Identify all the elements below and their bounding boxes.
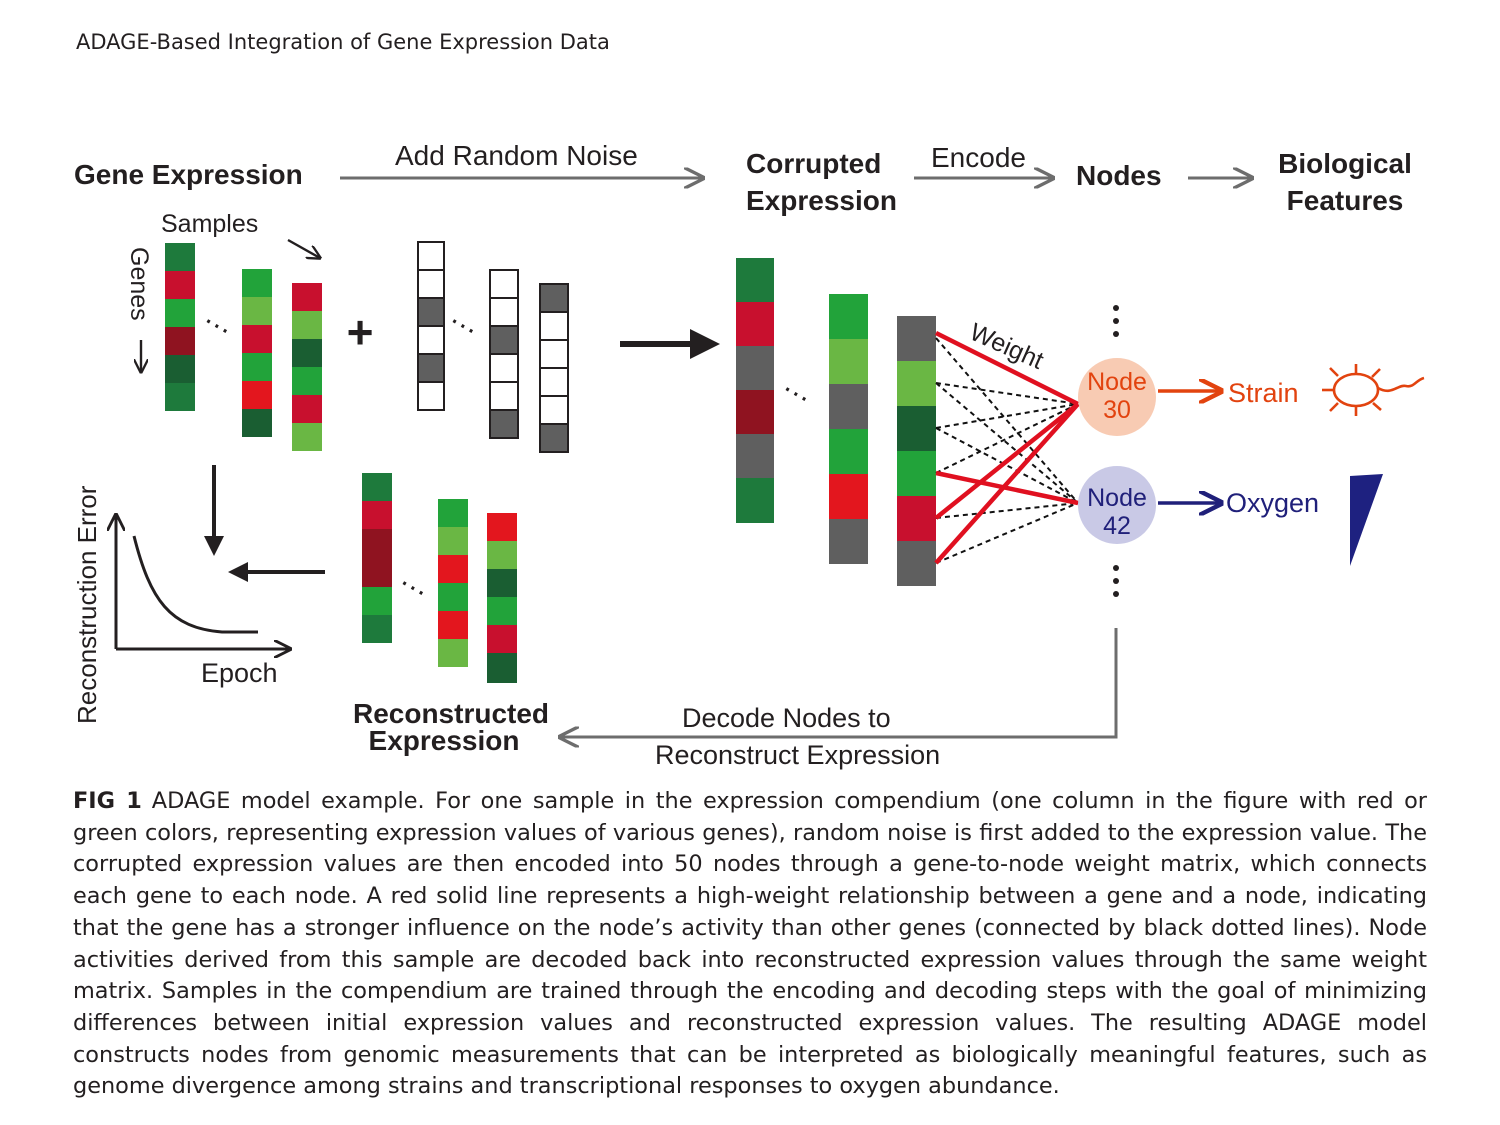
reconstructed-heading-1: Reconstructed xyxy=(353,698,549,729)
strong-weight-edges xyxy=(934,330,1080,565)
decode-arrow xyxy=(560,628,1118,737)
reconstructed-heading-2: Expression xyxy=(369,725,520,756)
corrupted-expression-heading-1: Corrupted xyxy=(746,148,881,179)
reconstructed-column-1 xyxy=(362,473,392,643)
nodes-bottom-dots xyxy=(1113,565,1119,597)
node-30-label-1: Node xyxy=(1087,368,1147,396)
add-random-noise-label: Add Random Noise xyxy=(395,140,638,171)
noise-column-1 xyxy=(417,241,445,411)
nodes-heading: Nodes xyxy=(1076,160,1162,191)
corrupted-column-2 xyxy=(829,294,868,564)
node-30 xyxy=(1078,358,1156,436)
biological-features-heading-1: Biological xyxy=(1278,148,1412,179)
biological-features-heading-2: Features xyxy=(1287,185,1404,216)
figure-label: FIG 1 xyxy=(73,788,142,814)
plus-sign: + xyxy=(347,306,374,358)
node-42-label-1: Node xyxy=(1087,484,1147,512)
genes-label: Genes xyxy=(125,247,153,321)
input-column-3 xyxy=(292,283,322,451)
figure-caption: FIG 1 ADAGE model example. For one sample… xyxy=(73,786,1427,1103)
node-30-label-2: 30 xyxy=(1103,396,1131,424)
noise-column-2 xyxy=(489,269,519,439)
input-column-2 xyxy=(242,269,272,437)
reconstructed-column-2 xyxy=(438,499,468,667)
adage-diagram: Gene Expression Add Random Noise Corrupt… xyxy=(72,140,1425,770)
node-42-label-2: 42 xyxy=(1103,512,1131,540)
weak-weight-edges xyxy=(935,337,1079,564)
corrupted-expression-heading-2: Expression xyxy=(746,185,897,216)
corrupted-column-1 xyxy=(736,258,774,523)
strain-label: Strain xyxy=(1228,378,1299,408)
corrupted-column-3 xyxy=(897,316,936,586)
noise-ellipsis: … xyxy=(446,297,488,341)
reconstruction-error-label: Reconstruction Error xyxy=(72,485,102,724)
noise-column-3 xyxy=(539,283,569,453)
decode-label-2: Reconstruct Expression xyxy=(655,740,940,770)
reconstructed-ellipsis: … xyxy=(396,559,438,603)
node-42 xyxy=(1078,466,1156,544)
samples-arrow xyxy=(287,238,320,258)
corrupted-ellipsis: … xyxy=(779,365,821,409)
gene-expression-heading: Gene Expression xyxy=(74,159,303,190)
bacterium-icon xyxy=(1322,364,1425,416)
input-column-1 xyxy=(165,243,195,411)
decode-label-1: Decode Nodes to xyxy=(682,703,891,733)
reconstructed-column-3 xyxy=(487,513,517,683)
encode-label: Encode xyxy=(931,142,1026,173)
input-ellipsis: … xyxy=(200,297,242,341)
oxygen-gradient-icon xyxy=(1350,474,1383,566)
oxygen-label: Oxygen xyxy=(1226,488,1319,518)
error-plot-axes xyxy=(116,515,290,649)
caption-text: ADAGE model example. For one sample in t… xyxy=(73,788,1427,1100)
running-header: ADAGE-Based Integration of Gene Expressi… xyxy=(76,30,610,54)
nodes-top-dots xyxy=(1113,305,1119,337)
error-curve xyxy=(132,535,258,634)
samples-label: Samples xyxy=(161,210,258,238)
epoch-label: Epoch xyxy=(201,658,278,688)
